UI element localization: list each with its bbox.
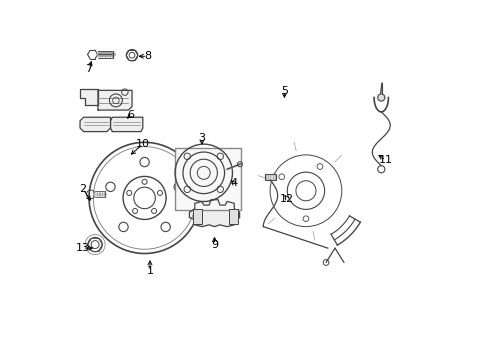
Text: 13: 13 — [76, 243, 90, 253]
Text: 10: 10 — [136, 139, 150, 149]
Bar — [175, 148, 242, 211]
Text: 3: 3 — [198, 133, 205, 143]
Text: 2: 2 — [79, 184, 86, 194]
Text: 5: 5 — [281, 86, 288, 96]
Text: 1: 1 — [147, 266, 153, 276]
Text: 12: 12 — [280, 194, 294, 204]
Polygon shape — [80, 117, 111, 132]
Text: 7: 7 — [85, 64, 93, 74]
Text: 8: 8 — [144, 51, 151, 61]
Bar — [265, 174, 276, 180]
Bar — [193, 210, 202, 224]
Polygon shape — [98, 90, 132, 110]
Circle shape — [378, 94, 385, 101]
Text: 6: 6 — [127, 110, 134, 120]
Polygon shape — [190, 200, 240, 226]
Text: 11: 11 — [379, 155, 393, 165]
Polygon shape — [111, 117, 143, 132]
Bar — [229, 210, 238, 224]
Polygon shape — [80, 89, 98, 105]
Text: 9: 9 — [211, 239, 218, 249]
Text: 4: 4 — [230, 178, 237, 188]
